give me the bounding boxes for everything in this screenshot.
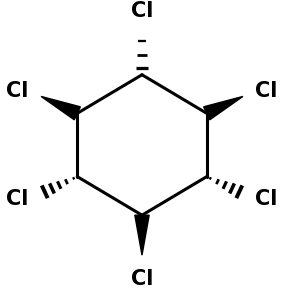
Text: Cl: Cl	[255, 189, 278, 209]
Text: Cl: Cl	[131, 269, 153, 289]
Polygon shape	[41, 96, 80, 120]
Text: Cl: Cl	[6, 189, 29, 209]
Polygon shape	[135, 215, 149, 255]
Polygon shape	[204, 96, 243, 120]
Text: Cl: Cl	[131, 1, 153, 21]
Text: Cl: Cl	[255, 81, 278, 101]
Text: Cl: Cl	[6, 81, 29, 101]
